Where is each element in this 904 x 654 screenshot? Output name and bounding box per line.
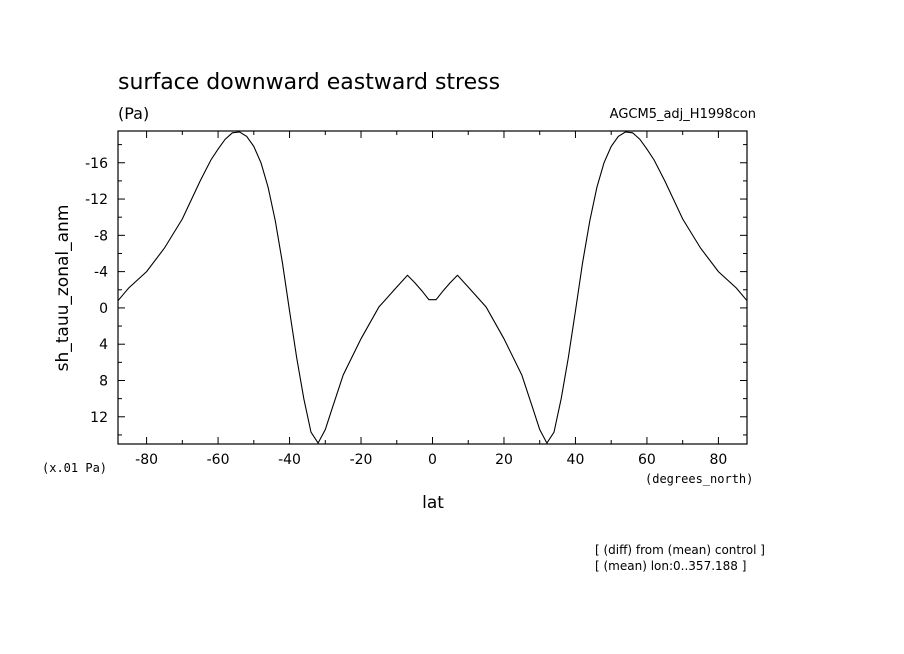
- axis-ticks: [118, 131, 747, 444]
- y-tick-label: -12: [85, 192, 108, 208]
- y-scale-label: (x.01 Pa): [42, 461, 107, 475]
- series-line: [117, 131, 748, 445]
- note-mean: [ (mean) lon:0..357.188 ]: [595, 559, 746, 573]
- x-tick-label: 0: [428, 452, 437, 468]
- x-tick-labels: -80 -60 -40 -20 0 20 40 60 80: [135, 452, 727, 468]
- x-tick-label: 20: [495, 452, 513, 468]
- y-tick-label: 4: [99, 337, 108, 353]
- y-tick-label: 8: [99, 373, 108, 389]
- x-units-label: (degrees_north): [645, 472, 753, 486]
- chart-title: surface downward eastward stress: [118, 70, 500, 95]
- y-tick-label: 0: [99, 301, 108, 317]
- x-tick-label: 80: [709, 452, 727, 468]
- y-tick-label: 12: [90, 410, 108, 426]
- y-tick-label: -16: [85, 156, 108, 172]
- x-axis-label: lat: [422, 493, 444, 513]
- y-tick-labels: -16 -12 -8 -4 0 4 8 12: [85, 156, 108, 426]
- x-tick-label: -40: [278, 452, 301, 468]
- units-label: (Pa): [118, 104, 149, 123]
- run-label: AGCM5_adj_H1998con: [610, 107, 756, 122]
- y-tick-label: -4: [94, 265, 108, 281]
- plot-frame: [117, 130, 748, 445]
- y-axis-label: sh_tauu_zonal_anm: [53, 205, 73, 372]
- x-tick-label: -60: [207, 452, 230, 468]
- x-tick-label: -80: [135, 452, 158, 468]
- x-tick-label: -20: [350, 452, 373, 468]
- x-tick-label: 60: [638, 452, 656, 468]
- x-tick-label: 40: [567, 452, 585, 468]
- y-tick-label: -8: [94, 228, 108, 244]
- note-diff: [ (diff) from (mean) control ]: [595, 543, 765, 557]
